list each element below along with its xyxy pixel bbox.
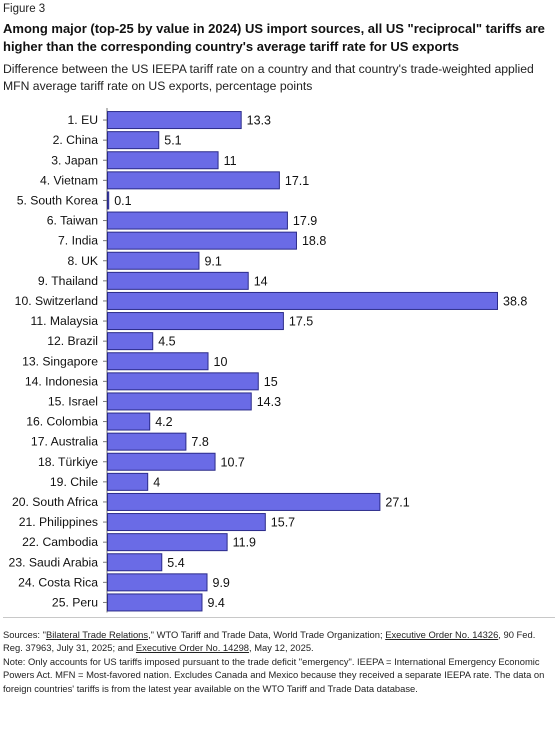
figure-label: Figure 3: [3, 3, 46, 15]
chart-title: Among major (top-25 by value in 2024) US…: [3, 21, 545, 54]
category-label: 1. EU: [68, 113, 98, 127]
note-text: Note: Only accounts for US tariffs impos…: [3, 655, 545, 694]
bar-chart: 1. EU 13.3 2. China 5.1 3. Japan 11 4. Vietnam…: [9, 108, 527, 613]
value-label: 15.7: [271, 516, 295, 530]
value-label: 9.4: [207, 596, 224, 610]
value-label: 10.7: [221, 455, 245, 469]
bar: [107, 191, 110, 210]
value-label: 14.3: [257, 395, 281, 409]
category-label: 15. Israel: [48, 394, 98, 408]
bar: [107, 412, 151, 431]
bar: [107, 332, 154, 351]
value-label: 4.2: [155, 415, 172, 429]
category-label: 2. China: [53, 133, 99, 147]
category-label: 7. India: [58, 234, 98, 248]
bar: [107, 452, 216, 471]
value-label: 4.5: [158, 335, 175, 349]
value-label: 17.9: [293, 214, 317, 228]
category-label: 10. Switzerland: [15, 294, 98, 308]
value-label: 7.8: [191, 435, 208, 449]
bar: [107, 352, 209, 371]
bar: [107, 312, 284, 331]
bar: [107, 593, 203, 612]
bar: [107, 231, 297, 250]
bar: [107, 131, 160, 150]
category-label: 9. Thailand: [38, 274, 98, 288]
bar: [107, 211, 288, 230]
value-label: 18.8: [302, 234, 326, 248]
divider: [3, 617, 555, 618]
value-label: 9.1: [204, 254, 221, 268]
bar: [107, 251, 200, 270]
value-label: 0.1: [114, 194, 131, 208]
category-label: 6. Taiwan: [47, 214, 98, 228]
value-label: 14: [254, 274, 268, 288]
chart-subtitle: Difference between the US IEEPA tariff r…: [3, 62, 534, 93]
source-link-bilateral-trade-relations[interactable]: Bilateral Trade Relations: [45, 629, 149, 640]
value-label: 13.3: [247, 114, 271, 128]
bar: [107, 432, 187, 451]
bar: [107, 533, 228, 552]
category-label: 21. Philippines: [19, 515, 98, 529]
sources-prefix: Sources: ": [3, 629, 46, 640]
value-label: 9.9: [213, 576, 230, 590]
bar: [107, 392, 252, 411]
sources-note-block: Sources: "Bilateral Trade Relations," WT…: [3, 628, 557, 695]
category-label: 16. Colombia: [26, 415, 98, 429]
bar: [107, 372, 259, 391]
source-link-eo-14298[interactable]: Executive Order No. 14298: [135, 642, 250, 654]
sources-suffix: , May 12, 2025.: [249, 642, 314, 654]
category-label: 19. Chile: [50, 475, 98, 489]
category-label: 3. Japan: [51, 153, 98, 167]
category-label: 8. UK: [68, 254, 98, 268]
category-label: 22. Cambodia: [22, 535, 98, 549]
value-label: 5.1: [164, 134, 181, 148]
category-label: 4. Vietnam: [40, 173, 98, 187]
value-label: 4: [153, 475, 160, 489]
bar: [107, 472, 149, 491]
category-label: 20. South Africa: [12, 495, 98, 509]
category-label: 12. Brazil: [47, 334, 98, 348]
bar: [107, 573, 208, 592]
bar: [107, 171, 280, 190]
source-link-eo-14326[interactable]: Executive Order No. 14326: [385, 629, 499, 640]
sources-mid-1: ," WTO Tariff and Trade Data, World Trad…: [148, 629, 386, 640]
category-label: 23. Saudi Arabia: [9, 555, 99, 569]
value-label: 17.5: [289, 315, 313, 329]
sources-mid-2: , 90 Fed. Reg. 37963, July 31, 2025; and: [3, 629, 536, 654]
category-label: 11. Malaysia: [30, 314, 98, 328]
sources-text: Sources: "Bilateral Trade Relations," WT…: [3, 628, 557, 655]
category-label: 17. Australia: [31, 435, 98, 449]
value-label: 38.8: [503, 294, 527, 308]
category-label: 24. Costa Rica: [18, 575, 98, 589]
bar: [107, 553, 163, 572]
category-label: 25. Peru: [52, 595, 98, 609]
value-label: 5.4: [167, 556, 184, 570]
bar: [107, 151, 219, 170]
category-label: 14. Indonesia: [25, 374, 98, 388]
value-label: 10: [214, 355, 228, 369]
category-label: 13. Singapore: [22, 354, 98, 368]
bar: [107, 271, 249, 290]
value-label: 27.1: [385, 495, 409, 509]
bar: [107, 513, 266, 532]
bar: [107, 291, 498, 310]
value-label: 11: [224, 154, 237, 168]
value-label: 15: [264, 375, 278, 389]
category-label: 5. South Korea: [17, 193, 99, 207]
value-label: 17.1: [285, 174, 309, 188]
value-label: 11.9: [233, 536, 256, 550]
category-label: 18. Türkiye: [38, 455, 98, 469]
bar: [107, 111, 242, 130]
bar: [107, 492, 381, 511]
